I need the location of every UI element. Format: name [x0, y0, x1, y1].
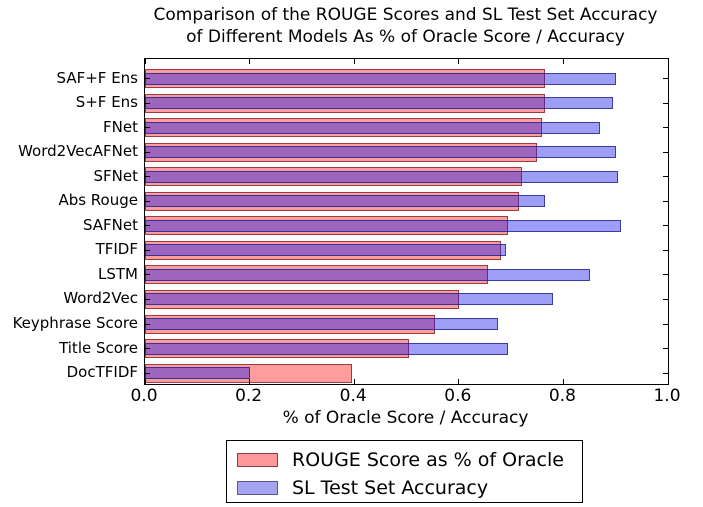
x-tick-label: 1.0 — [653, 386, 681, 406]
y-tick-right — [663, 323, 668, 325]
y-tick-left — [145, 151, 150, 153]
y-tick-label: Title Score — [59, 338, 138, 357]
y-tick-left — [145, 78, 150, 79]
x-tick-label: 0.8 — [548, 386, 576, 406]
legend-item-rouge: ROUGE Score as % of Oracle — [237, 447, 582, 472]
y-tick-right — [663, 102, 668, 104]
y-tick-left — [145, 225, 150, 227]
sl-bar — [145, 121, 600, 134]
chart-title: Comparison of the ROUGE Scores and SL Te… — [153, 5, 658, 47]
x-tick-top — [249, 59, 251, 64]
legend-item-sl: SL Test Set Accuracy — [237, 475, 582, 500]
x-tick-top — [458, 59, 460, 64]
sl-bar — [145, 367, 250, 380]
y-tick-left — [145, 274, 150, 276]
legend: ROUGE Score as % of Oracle SL Test Set A… — [226, 440, 583, 503]
y-tick-label: DocTFIDF — [66, 363, 138, 382]
y-tick-label: SFNet — [93, 166, 138, 185]
y-tick-left — [145, 200, 150, 202]
y-tick-left — [145, 372, 150, 374]
y-tick-right — [663, 274, 668, 276]
y-tick-label: LSTM — [98, 264, 138, 283]
y-tick-right — [663, 372, 668, 374]
rouge-legend-label: ROUGE Score as % of Oracle — [292, 448, 564, 471]
y-tick-right — [663, 200, 668, 202]
x-tick-bottom — [562, 379, 564, 384]
y-tick-right — [663, 151, 668, 153]
x-tick-label: 0.2 — [235, 386, 263, 406]
y-tick-label: TFIDF — [95, 240, 138, 259]
y-tick-label: S+F Ens — [75, 93, 138, 112]
x-tick-top — [667, 59, 669, 64]
x-tick-label: 0.0 — [130, 386, 158, 406]
y-tick-label: Abs Rouge — [58, 191, 138, 210]
x-tick-bottom — [353, 379, 355, 384]
sl-legend-swatch — [237, 480, 278, 495]
y-tick-right — [663, 348, 668, 350]
sl-bar — [145, 293, 553, 306]
x-tick-bottom — [667, 379, 669, 384]
rouge-legend-swatch — [237, 452, 278, 467]
sl-bar — [145, 97, 614, 110]
sl-bar — [145, 170, 619, 183]
y-tick-right — [663, 298, 668, 300]
y-tick-right — [663, 127, 668, 129]
sl-bar — [145, 72, 616, 85]
y-tick-right — [663, 225, 668, 227]
sl-bar — [145, 342, 509, 355]
x-tick-label: 0.4 — [339, 386, 367, 406]
y-tick-right — [663, 176, 668, 178]
y-tick-left — [145, 298, 150, 300]
y-tick-left — [145, 102, 150, 104]
sl-legend-label: SL Test Set Accuracy — [292, 476, 489, 499]
y-tick-right — [663, 249, 668, 251]
x-tick-bottom — [458, 379, 460, 384]
y-tick-left — [145, 249, 150, 251]
plot-area — [144, 58, 669, 385]
x-tick-top — [144, 59, 146, 64]
sl-bar — [145, 219, 621, 232]
sl-bar — [145, 146, 616, 159]
y-tick-label: FNet — [103, 117, 138, 136]
y-tick-left — [145, 176, 150, 178]
x-tick-label: 0.6 — [444, 386, 472, 406]
y-tick-left — [145, 323, 150, 325]
y-tick-label: Word2Vec — [63, 289, 138, 308]
y-tick-label: SAFNet — [82, 215, 138, 234]
sl-bar — [145, 244, 506, 257]
x-axis-label: % of Oracle Score / Accuracy — [282, 408, 529, 428]
x-tick-bottom — [144, 379, 146, 384]
y-tick-right — [663, 78, 668, 79]
x-tick-top — [562, 59, 564, 64]
y-tick-label: Word2VecAFNet — [18, 142, 138, 161]
x-tick-bottom — [249, 379, 251, 384]
sl-bar — [145, 195, 546, 208]
y-tick-left — [145, 127, 150, 129]
y-tick-label: Keyphrase Score — [12, 314, 138, 332]
x-tick-top — [353, 59, 355, 64]
sl-bar — [145, 318, 499, 330]
y-tick-label: SAF+F Ens — [56, 68, 138, 87]
y-tick-left — [145, 348, 150, 350]
sl-bar — [145, 268, 590, 281]
